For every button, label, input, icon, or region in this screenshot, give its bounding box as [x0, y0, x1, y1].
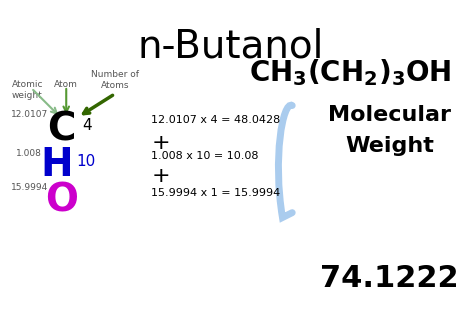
Text: Weight: Weight — [345, 136, 434, 156]
Text: 1.008: 1.008 — [16, 149, 42, 158]
Text: +: + — [151, 166, 170, 186]
Text: 10: 10 — [76, 154, 95, 169]
Text: 74.1222: 74.1222 — [320, 264, 459, 294]
Text: 15.9994: 15.9994 — [10, 183, 48, 192]
Text: Atomic
weight: Atomic weight — [11, 80, 43, 99]
Text: Atom: Atom — [55, 80, 78, 89]
Text: 4: 4 — [82, 118, 91, 133]
Text: +: + — [151, 133, 170, 153]
Text: H: H — [40, 146, 73, 184]
Text: Number of
Atoms: Number of Atoms — [91, 70, 139, 90]
Text: 12.0107 x 4 = 48.0428: 12.0107 x 4 = 48.0428 — [151, 115, 280, 125]
Text: C: C — [47, 110, 76, 148]
Text: n-Butanol: n-Butanol — [137, 28, 324, 65]
Text: 1.008 x 10 = 10.08: 1.008 x 10 = 10.08 — [151, 151, 258, 161]
Text: Molecular: Molecular — [328, 105, 451, 125]
Text: $\mathregular{CH_3(CH_2)_3OH}$: $\mathregular{CH_3(CH_2)_3OH}$ — [249, 57, 452, 87]
Text: 12.0107: 12.0107 — [10, 110, 48, 119]
Text: O: O — [45, 181, 78, 219]
Text: 15.9994 x 1 = 15.9994: 15.9994 x 1 = 15.9994 — [151, 188, 280, 198]
